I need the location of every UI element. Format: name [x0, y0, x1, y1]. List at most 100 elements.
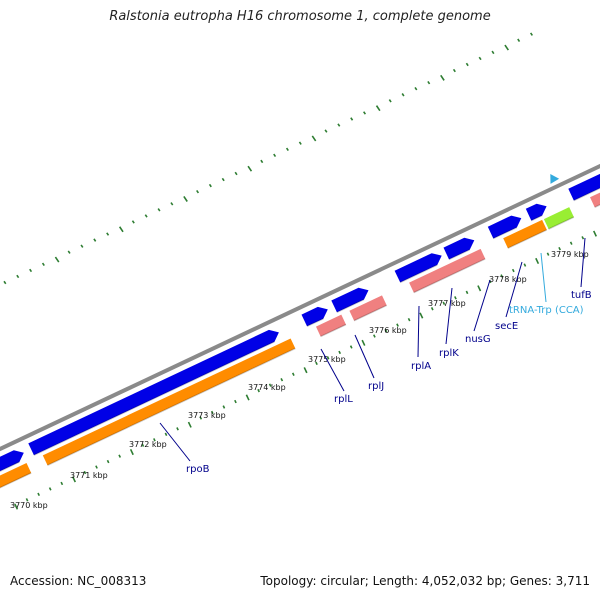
gene-bar	[590, 192, 600, 208]
inner-tick	[280, 378, 284, 382]
outer-tick	[170, 202, 174, 206]
inner-tick	[268, 383, 272, 387]
outer-tick	[529, 32, 533, 36]
inner-tick	[349, 345, 353, 349]
inner-tick-ring	[14, 230, 598, 510]
outer-tick	[298, 141, 302, 145]
inner-tick	[592, 230, 598, 237]
gene-label: secE	[495, 321, 518, 332]
inner-tick	[164, 432, 168, 437]
cds-arrow	[0, 450, 24, 472]
outer-tick	[427, 80, 431, 85]
inner-tick	[14, 503, 19, 510]
gene-label: rplA	[411, 361, 431, 372]
tick-label: 3778 kbp	[489, 275, 527, 284]
tick-label: 3777 kbp	[428, 299, 466, 308]
inner-tick	[141, 443, 145, 447]
gene-bar	[316, 314, 346, 337]
gene-leader-line	[505, 261, 523, 318]
tick-label: 3776 kbp	[369, 326, 407, 335]
cds-arrow	[568, 173, 600, 201]
gene-bar-edge	[0, 472, 32, 489]
cds-arrow	[487, 215, 522, 239]
gene-label: tufB	[571, 290, 592, 301]
gene-bar	[543, 207, 574, 229]
inner-tick	[48, 487, 52, 491]
outer-tick	[504, 44, 509, 51]
inner-tick	[419, 312, 424, 319]
inner-tick	[465, 290, 469, 295]
outer-tick	[401, 93, 405, 97]
outer-tick	[144, 214, 148, 218]
inner-tick	[511, 268, 515, 273]
inner-tick	[222, 405, 226, 409]
outer-tick	[517, 38, 521, 42]
outer-tick	[3, 280, 7, 285]
cds-arrow-edge	[448, 248, 471, 261]
outer-tick	[285, 147, 289, 151]
inner-tick	[315, 361, 318, 366]
inner-tick	[535, 257, 540, 265]
outer-tick	[183, 196, 188, 202]
gene-bar	[0, 463, 32, 488]
tick-label: 3773 kbp	[188, 411, 226, 420]
outer-tick	[311, 135, 317, 142]
inner-tick	[176, 427, 179, 431]
gene-bar-edge	[413, 258, 486, 294]
outer-tick	[414, 87, 418, 91]
inner-tick	[199, 416, 203, 420]
outer-tick	[131, 220, 135, 224]
gene-bar	[42, 338, 296, 466]
inner-tick	[338, 350, 342, 355]
gene-label: tRNA-Trp (CCA)	[509, 305, 584, 316]
outer-tick	[388, 99, 392, 103]
inner-tick	[234, 399, 237, 404]
outer-tick	[80, 244, 84, 248]
gene-leader-line	[473, 279, 491, 332]
cds-arrow-edge	[399, 264, 438, 284]
inner-tick	[60, 481, 64, 486]
inner-tick	[257, 388, 260, 393]
feature-tracks	[0, 173, 600, 489]
outer-tick-ring	[3, 32, 533, 285]
outer-tick	[440, 74, 445, 81]
cds-arrow-edge	[573, 187, 600, 202]
outer-tick	[324, 129, 328, 133]
trna-marker	[550, 174, 560, 184]
gene-leader-line	[540, 252, 547, 303]
outer-tick	[234, 171, 238, 176]
outer-tick	[16, 274, 20, 279]
inner-tick	[569, 241, 573, 245]
outer-tick	[93, 238, 97, 242]
outer-tick	[118, 226, 124, 233]
backbone-line	[0, 163, 600, 452]
cds-arrow-edge	[33, 341, 275, 456]
tick-label: 3770 kbp	[10, 501, 48, 510]
gene-leader-line	[417, 305, 420, 358]
gene-label: rplK	[439, 348, 459, 359]
inner-tick	[303, 367, 308, 374]
outer-tick	[41, 262, 45, 267]
cds-arrow	[443, 237, 475, 260]
gene-labels: rpoB rplL rplJ rplA rplK nusG secE tRNA-Trp (CC…	[159, 237, 592, 475]
tick-label: 3779 kbp	[551, 250, 589, 259]
inner-tick	[477, 285, 482, 292]
inner-tick	[430, 307, 434, 311]
cds-arrow	[331, 287, 369, 313]
outer-tick	[478, 56, 482, 61]
inner-tick	[129, 448, 134, 456]
inner-tick	[25, 498, 29, 502]
inner-tick	[245, 394, 250, 401]
gene-leader-line	[580, 237, 586, 288]
inner-tick	[558, 246, 561, 251]
outer-tick	[157, 208, 161, 212]
gene-bar-edge	[353, 304, 387, 322]
tick-label: 3774 kbp	[248, 383, 286, 392]
inner-tick	[83, 470, 87, 475]
gene-bar-edge	[320, 323, 347, 338]
outer-tick	[208, 183, 212, 188]
outer-tick	[196, 189, 200, 194]
inner-tick	[373, 334, 376, 338]
cds-arrow	[301, 306, 328, 327]
summary-text: Topology: circular; Length: 4,052,032 bp…	[260, 574, 590, 588]
